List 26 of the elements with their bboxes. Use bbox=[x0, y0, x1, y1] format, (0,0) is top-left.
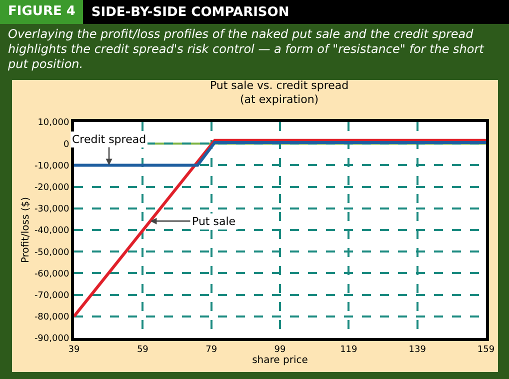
chart-subtitle: Overlaying the profit/loss profiles of the naked put sale and the credit spread highlights the credit spread's risk control — a form of "resistance" for the short put position. bbox=[7, 26, 486, 73]
x-tick-label: 39 bbox=[68, 344, 80, 355]
x-tick-label: 79 bbox=[206, 344, 218, 355]
x-tick-label: 159 bbox=[477, 344, 495, 355]
y-tick-label: -20,000 bbox=[34, 182, 70, 193]
y-tick-label: -60,000 bbox=[34, 269, 70, 280]
y-tick-label: -50,000 bbox=[34, 248, 70, 258]
x-tick-label: 139 bbox=[408, 344, 426, 355]
chart-title: Put sale vs. credit spread (at expiration) bbox=[210, 78, 349, 106]
y-tick-label: -70,000 bbox=[34, 290, 70, 301]
text: SIDE-BY-SIDE COMPARISON bbox=[90, 4, 290, 20]
series-label: Credit spread bbox=[72, 133, 146, 146]
caption: FIGURE 4 bbox=[0, 0, 84, 24]
y-tick-label: 0 bbox=[63, 140, 70, 150]
x-tick-label: 59 bbox=[136, 344, 149, 355]
y-tick-label: 10,000 bbox=[38, 118, 70, 128]
y-tick-label: -30,000 bbox=[34, 204, 70, 215]
y-axis-title: Profit/loss ($) bbox=[20, 196, 32, 264]
y-tick-label: -10,000 bbox=[34, 161, 70, 172]
text: Put sale bbox=[192, 215, 236, 228]
x-axis-title: share price bbox=[252, 354, 308, 366]
y-tick-label: -40,000 bbox=[34, 226, 70, 236]
x-tick-label: 99 bbox=[274, 344, 286, 355]
y-tick-label: -80,000 bbox=[34, 312, 70, 323]
x-tick-label: 119 bbox=[340, 344, 358, 355]
y-tick-label: -90,000 bbox=[34, 334, 70, 344]
